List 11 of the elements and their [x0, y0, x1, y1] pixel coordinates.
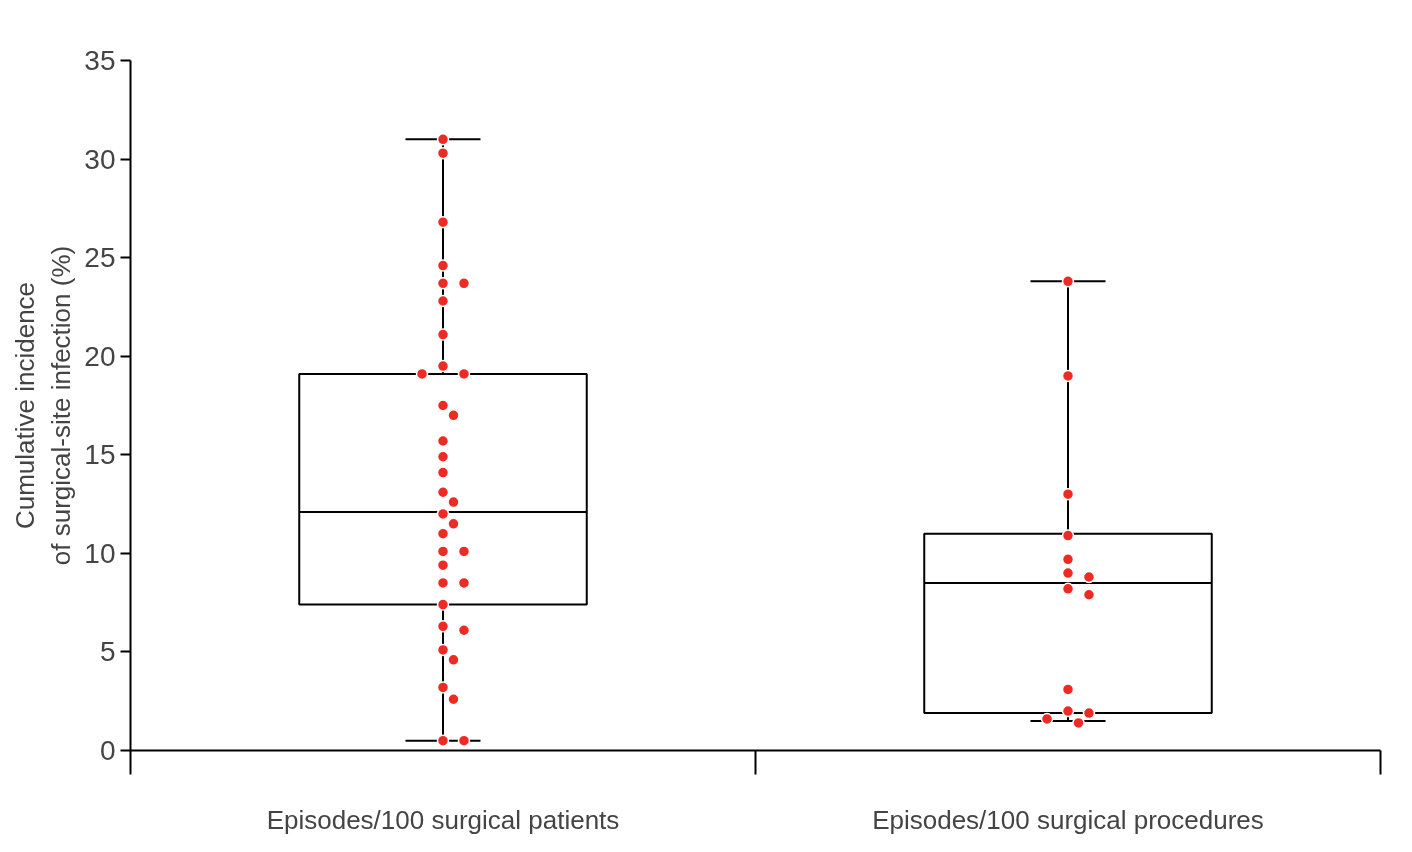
y-axis-title: Cumulative incidence of surgical-site infection (%)	[10, 245, 77, 566]
y-tick-label: 0	[99, 735, 116, 766]
x-tick-label: Episodes/100 surgical procedures	[872, 804, 1264, 835]
y-tick-label: 30	[84, 143, 116, 175]
y-tick-label: 25	[84, 242, 116, 274]
y-tick-label: 10	[84, 537, 116, 569]
x-tick-label: Episodes/100 surgical patients	[266, 804, 620, 835]
y-tick-label: 15	[84, 439, 116, 471]
y-tick-label: 20	[84, 340, 116, 372]
y-tick-label: 35	[84, 45, 116, 76]
y-tick-label: 5	[99, 636, 116, 668]
